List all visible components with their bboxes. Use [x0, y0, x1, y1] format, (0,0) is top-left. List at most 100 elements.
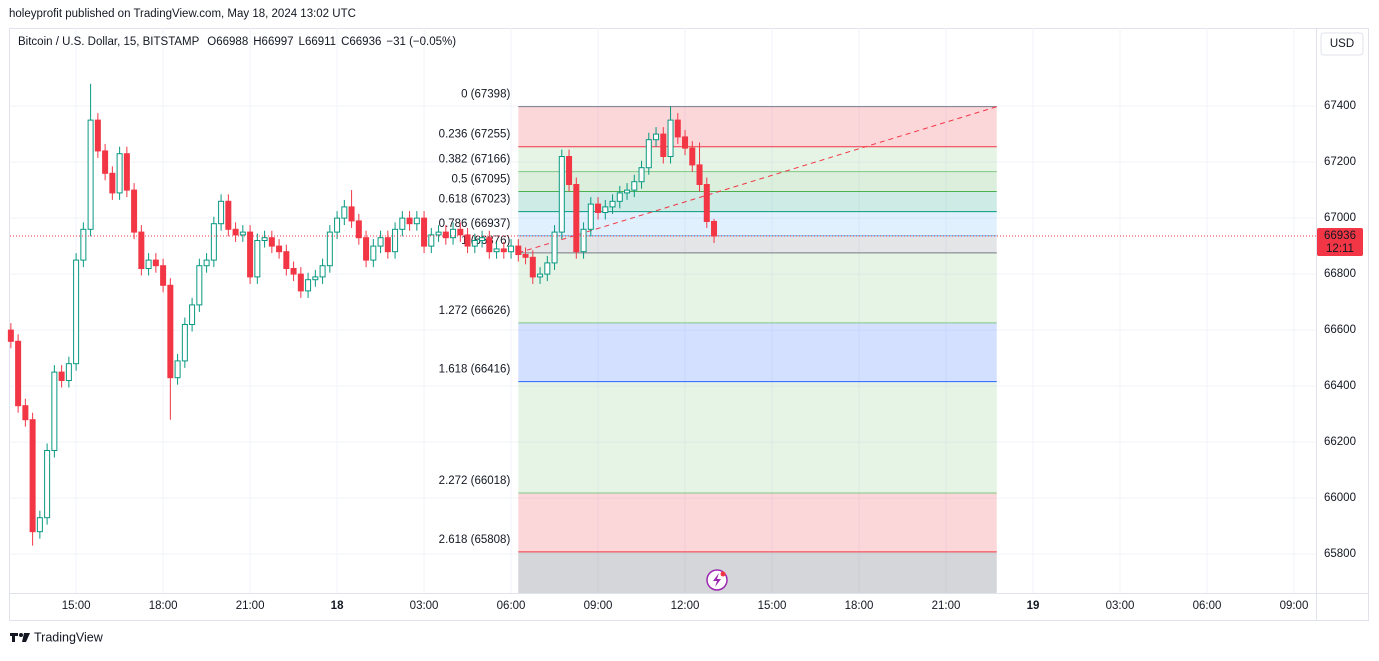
candle-body — [189, 304, 196, 325]
fib-band — [518, 322, 997, 382]
candle-body — [377, 237, 384, 247]
candle-body — [421, 217, 428, 247]
price-label: 66936 — [1324, 230, 1356, 242]
x-tick-label: 06:00 — [1193, 600, 1222, 612]
x-tick-label: 18 — [331, 600, 344, 612]
x-tick-label: 03:00 — [410, 600, 439, 612]
candle-body — [479, 237, 486, 242]
y-tick-label: 66400 — [1324, 380, 1356, 392]
candle-body — [22, 405, 29, 421]
candle-body — [7, 329, 14, 342]
candle-body — [682, 136, 689, 149]
fib-label: 1.272 (66626) — [439, 305, 511, 317]
candle-body — [290, 268, 297, 275]
candle-body — [15, 340, 22, 407]
candle-body — [247, 231, 254, 278]
candle-body — [334, 217, 341, 233]
currency[interactable]: USD — [1330, 38, 1354, 50]
y-tick-label: 67400 — [1324, 100, 1356, 112]
tv-logo — [10, 633, 30, 642]
logo-stem — [12, 633, 15, 642]
candle-body — [544, 262, 551, 275]
legend-item: C — [341, 36, 349, 48]
candle-body — [537, 273, 544, 278]
candle-body — [145, 259, 152, 270]
candle-body — [239, 231, 246, 236]
candle-body — [232, 228, 239, 236]
candle-body — [595, 203, 602, 214]
legend-item: 66997 — [262, 36, 294, 48]
candle-body — [312, 276, 319, 281]
fib-label: 2.618 (65808) — [439, 534, 511, 546]
fib-label: 1.618 (66416) — [439, 364, 511, 376]
event-bolt — [713, 573, 721, 587]
fib-band — [518, 146, 997, 172]
countdown: 12:11 — [1326, 243, 1354, 255]
candle-body — [435, 231, 442, 236]
x-tick-label: 06:00 — [497, 600, 526, 612]
candle-body — [152, 259, 159, 267]
candle-body — [36, 517, 43, 533]
candle-body — [254, 240, 261, 278]
x-tick-label: 03:00 — [1106, 600, 1135, 612]
fib-label: 0.618 (67023) — [439, 194, 511, 206]
candle-body — [363, 237, 370, 261]
legend-item: 66988 — [216, 36, 248, 48]
candle-body — [413, 217, 420, 225]
y-tick-label: 67200 — [1324, 156, 1356, 168]
legend-item: 66936 — [349, 36, 381, 48]
fib-band — [518, 252, 997, 323]
candle-body — [529, 256, 536, 278]
candle-body — [102, 150, 109, 174]
x-tick-label: 09:00 — [1280, 600, 1309, 612]
candle-body — [522, 254, 529, 258]
candle-body — [486, 237, 493, 253]
symbol-title: Bitcoin / U.S. Dollar, 15, BITSTAMP — [18, 36, 200, 48]
candle-body — [609, 200, 616, 208]
candle-body — [667, 119, 674, 158]
candle-body — [508, 245, 515, 253]
logo-v — [22, 633, 30, 642]
candle-body — [326, 231, 333, 267]
candle-body — [225, 200, 232, 230]
candle-body — [87, 119, 94, 230]
x-tick-label: 12:00 — [671, 600, 700, 612]
candle-body — [500, 248, 507, 253]
y-tick-label: 66000 — [1324, 492, 1356, 504]
fib-band — [518, 106, 997, 147]
candle-body — [399, 217, 406, 230]
x-tick-label: 21:00 — [932, 600, 961, 612]
x-tick-label: 19 — [1027, 600, 1040, 612]
candle-body — [384, 237, 391, 253]
publisher: holeyprofit published on TradingView.com… — [9, 8, 356, 20]
candle-body — [51, 371, 58, 451]
fib-band — [518, 493, 997, 552]
fib-label: 0.786 (66937) — [439, 218, 511, 230]
candle-body — [653, 133, 660, 141]
candle-body — [428, 234, 435, 247]
currency-button[interactable] — [1320, 32, 1364, 56]
candle-body — [65, 363, 72, 381]
candle-body — [348, 206, 355, 222]
frame — [9, 28, 1369, 621]
candle-body — [638, 167, 645, 183]
candle-body — [174, 360, 181, 379]
legend-item: 66911 — [305, 36, 336, 48]
candle-body — [558, 156, 565, 233]
candle-body — [196, 265, 203, 306]
candle-body — [283, 251, 290, 270]
candle-body — [450, 228, 457, 239]
candle-body — [493, 248, 500, 253]
fib-tail-band — [518, 551, 997, 593]
fib-label: 0.5 (67095) — [451, 174, 510, 186]
candle-body — [689, 147, 696, 166]
candle-body — [392, 228, 399, 253]
fib-band — [518, 235, 997, 253]
candle-body — [566, 156, 573, 186]
fib-band — [518, 191, 997, 212]
candle-body — [181, 323, 188, 362]
candle-body — [602, 206, 609, 214]
candle-body — [711, 220, 718, 237]
candle-body — [442, 231, 449, 239]
